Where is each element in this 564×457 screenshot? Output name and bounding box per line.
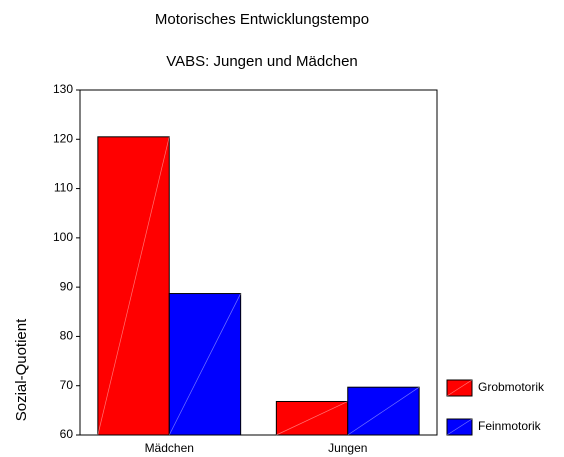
bar <box>168 293 242 436</box>
y-tick-label: 120 <box>53 131 73 145</box>
y-tick-label: 110 <box>54 181 73 195</box>
y-tick-label: 60 <box>60 427 74 441</box>
bar-sheen <box>276 401 348 436</box>
y-axis-label: Sozial-Quotient <box>13 318 30 421</box>
bar <box>97 136 170 436</box>
bar-sheen <box>168 293 241 436</box>
bar <box>347 386 420 436</box>
plot-frame <box>79 89 438 436</box>
bar-sheen <box>347 386 420 436</box>
y-tick-label: 100 <box>53 230 73 244</box>
legend-label: Grobmotorik <box>478 380 545 394</box>
legend-swatch <box>446 379 473 397</box>
legend-sheen <box>446 379 473 397</box>
bar-sheen <box>97 136 170 436</box>
y-tick-label: 80 <box>60 329 74 343</box>
legend-swatch <box>446 418 473 436</box>
legend-sheen <box>446 418 473 436</box>
x-tick-label: Jungen <box>328 441 367 455</box>
y-tick-label: 90 <box>60 279 74 293</box>
bar <box>275 400 349 436</box>
legend-label: Feinmotorik <box>478 419 542 433</box>
x-tick-label: Mädchen <box>145 441 194 455</box>
chart-subtitle: VABS: Jungen und Mädchen <box>166 53 358 70</box>
chart-title: Motorisches Entwicklungstempo <box>155 11 369 28</box>
y-tick-label: 130 <box>53 82 73 96</box>
y-tick-label: 70 <box>60 378 74 392</box>
